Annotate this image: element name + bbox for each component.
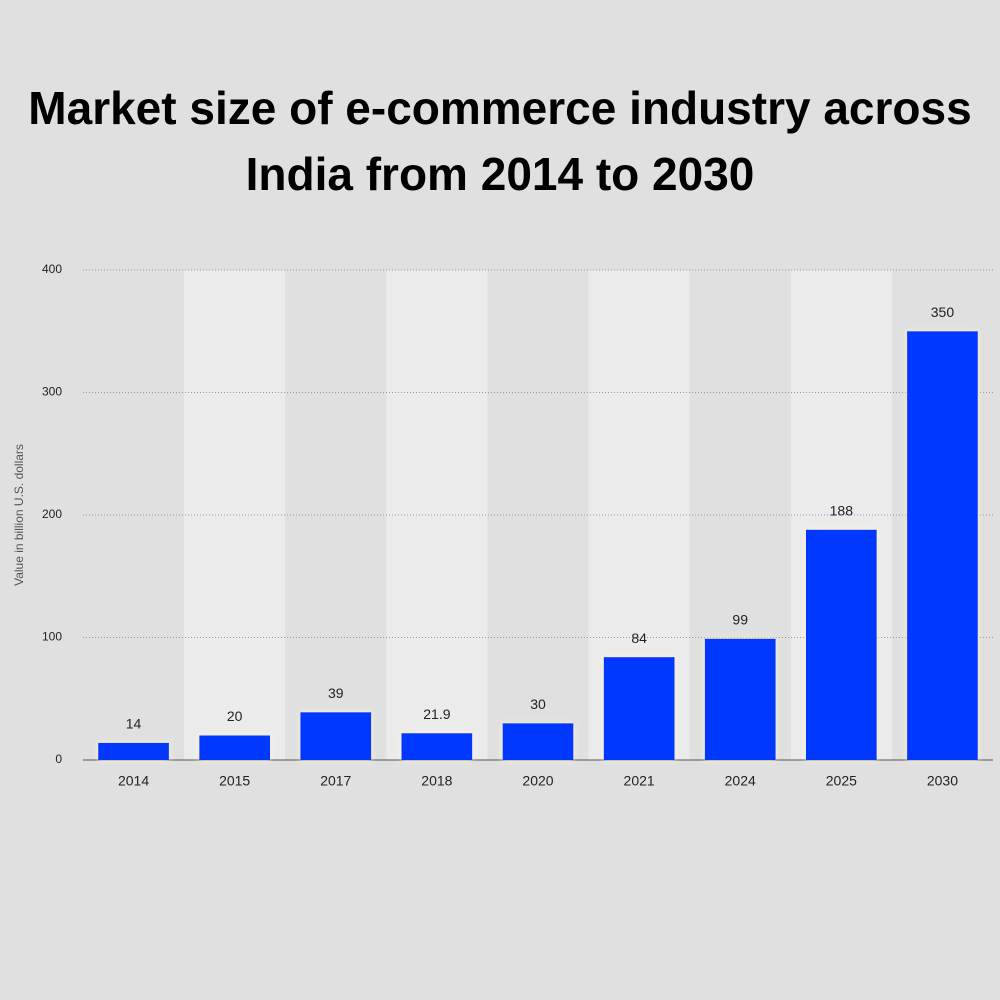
value-label: 14 <box>126 716 142 732</box>
value-label: 350 <box>931 304 955 320</box>
bar <box>907 331 978 760</box>
chart-title: India from 2014 to 2030 <box>246 148 755 200</box>
value-label: 30 <box>530 696 546 712</box>
value-label: 20 <box>227 708 243 724</box>
value-label: 99 <box>732 611 748 627</box>
bar <box>502 723 574 760</box>
bar <box>805 529 877 760</box>
y-tick-label: 300 <box>42 385 62 399</box>
value-label: 84 <box>631 630 647 646</box>
bar <box>300 712 372 760</box>
x-tick-label: 2015 <box>219 773 250 789</box>
y-axis-label: Value in billion U.S. dollars <box>12 444 26 586</box>
x-tick-label: 2017 <box>320 773 351 789</box>
value-label: 188 <box>830 502 854 518</box>
y-tick-label: 0 <box>55 752 62 766</box>
y-tick-label: 200 <box>42 507 62 521</box>
bar <box>704 638 776 760</box>
chart-title: Market size of e-commerce industry acros… <box>28 82 971 134</box>
x-tick-label: 2018 <box>421 773 452 789</box>
bar <box>401 733 473 760</box>
x-tick-label: 2024 <box>725 773 756 789</box>
bar <box>199 735 271 760</box>
y-tick-label: 100 <box>42 630 62 644</box>
x-tick-label: 2014 <box>118 773 149 789</box>
x-tick-label: 2025 <box>826 773 857 789</box>
x-tick-label: 2021 <box>624 773 655 789</box>
x-tick-label: 2030 <box>927 773 958 789</box>
value-label: 21.9 <box>423 706 450 722</box>
bar <box>603 657 675 760</box>
bar <box>98 742 169 760</box>
y-tick-label: 400 <box>42 262 62 276</box>
column-band <box>184 270 286 760</box>
value-label: 39 <box>328 685 344 701</box>
x-tick-label: 2020 <box>522 773 553 789</box>
